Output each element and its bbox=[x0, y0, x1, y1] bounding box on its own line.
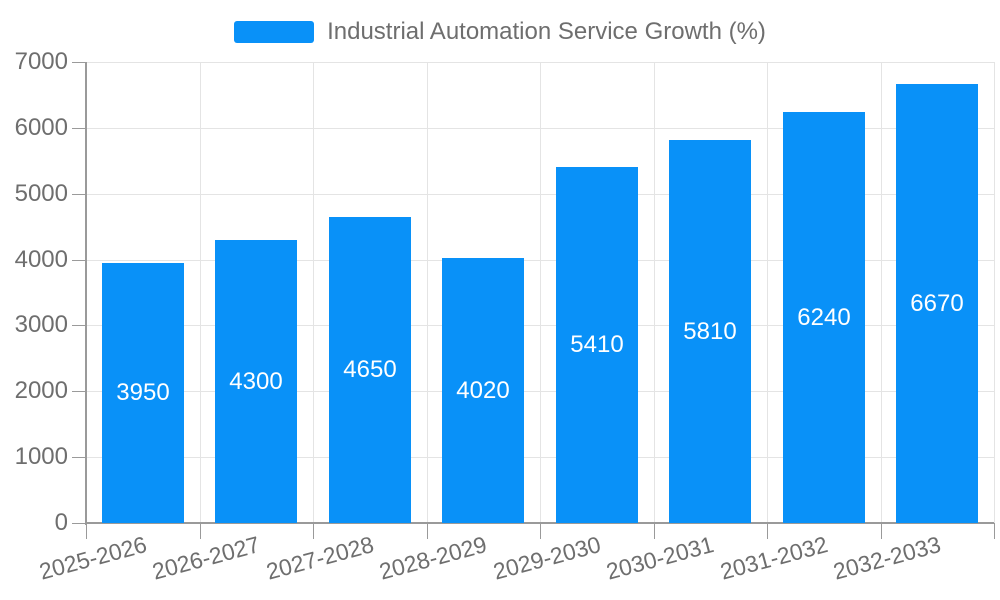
y-axis-label: 6000 bbox=[14, 113, 68, 141]
y-axis-label: 0 bbox=[54, 509, 68, 536]
y-axis-label: 7000 bbox=[14, 48, 68, 75]
y-axis-tick bbox=[72, 127, 86, 129]
x-gridline bbox=[880, 62, 882, 523]
y-axis-tick bbox=[72, 193, 86, 195]
y-axis-tick bbox=[72, 62, 86, 63]
bar[interactable] bbox=[442, 258, 524, 523]
y-axis-label: 5000 bbox=[14, 179, 68, 207]
x-gridline bbox=[313, 62, 314, 523]
x-gridline bbox=[994, 62, 995, 523]
y-axis-tick bbox=[72, 259, 86, 261]
y-axis-label: 1000 bbox=[14, 443, 68, 471]
y-axis-label: 4000 bbox=[14, 245, 68, 273]
bar[interactable] bbox=[896, 84, 978, 523]
x-gridline bbox=[540, 62, 541, 523]
bar[interactable] bbox=[329, 217, 411, 523]
legend-swatch-icon bbox=[234, 21, 315, 43]
y-axis-tick bbox=[72, 457, 86, 459]
x-gridline bbox=[426, 62, 428, 523]
bar[interactable] bbox=[215, 240, 297, 523]
x-axis-tick bbox=[767, 523, 768, 539]
x-gridline bbox=[653, 62, 655, 523]
x-axis-tick bbox=[653, 523, 655, 539]
x-axis-tick bbox=[994, 523, 995, 539]
x-axis-tick bbox=[313, 523, 314, 539]
x-gridline bbox=[199, 62, 201, 523]
y-axis-label: 3000 bbox=[14, 311, 68, 339]
x-axis-tick bbox=[199, 523, 201, 539]
x-axis-tick bbox=[880, 523, 882, 539]
bar[interactable] bbox=[556, 167, 638, 523]
x-axis-tick bbox=[86, 523, 87, 539]
legend-label: Industrial Automation Service Growth (%) bbox=[327, 18, 766, 45]
x-axis-tick bbox=[540, 523, 541, 539]
y-axis-tick bbox=[72, 325, 86, 327]
y-axis-label: 2000 bbox=[14, 377, 68, 405]
bar[interactable] bbox=[669, 140, 751, 523]
y-axis-tick bbox=[72, 391, 86, 393]
bar[interactable] bbox=[102, 263, 184, 523]
x-axis-tick bbox=[426, 523, 428, 539]
x-axis-line bbox=[86, 522, 994, 524]
y-axis-line bbox=[85, 62, 87, 525]
y-axis-tick bbox=[72, 523, 86, 524]
x-gridline bbox=[767, 62, 768, 523]
legend-item[interactable]: Industrial Automation Service Growth (%) bbox=[0, 18, 1000, 46]
bar[interactable] bbox=[783, 112, 865, 523]
